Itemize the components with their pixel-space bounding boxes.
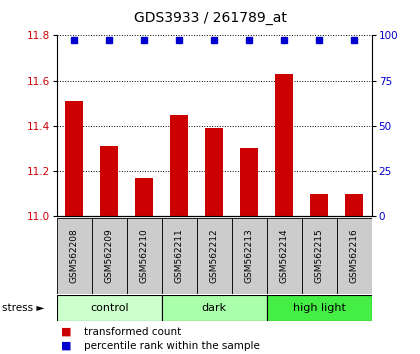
Bar: [100, 146, 118, 216]
Bar: [302, 218, 337, 294]
Bar: [310, 194, 328, 216]
Bar: [337, 218, 372, 294]
Bar: [267, 218, 302, 294]
Bar: [162, 295, 267, 321]
Text: percentile rank within the sample: percentile rank within the sample: [84, 341, 260, 351]
Bar: [92, 218, 127, 294]
Text: transformed count: transformed count: [84, 327, 181, 337]
Bar: [171, 115, 188, 216]
Bar: [57, 295, 162, 321]
Text: GSM562212: GSM562212: [210, 228, 219, 283]
Bar: [232, 218, 267, 294]
Text: GSM562214: GSM562214: [280, 228, 289, 283]
Bar: [136, 178, 153, 216]
Text: GSM562208: GSM562208: [70, 228, 79, 283]
Bar: [57, 218, 92, 294]
Text: control: control: [90, 303, 129, 313]
Bar: [127, 218, 162, 294]
Bar: [346, 194, 363, 216]
Bar: [162, 218, 197, 294]
Text: GSM562210: GSM562210: [140, 228, 149, 283]
Text: GSM562216: GSM562216: [350, 228, 359, 283]
Text: dark: dark: [202, 303, 227, 313]
Bar: [241, 148, 258, 216]
Text: GDS3933 / 261789_at: GDS3933 / 261789_at: [134, 11, 286, 25]
Text: high light: high light: [293, 303, 346, 313]
Bar: [197, 218, 232, 294]
Bar: [205, 128, 223, 216]
Bar: [267, 295, 372, 321]
Text: GSM562211: GSM562211: [175, 228, 184, 283]
Text: GSM562215: GSM562215: [315, 228, 324, 283]
Text: GSM562213: GSM562213: [245, 228, 254, 283]
Bar: [66, 101, 83, 216]
Text: GSM562209: GSM562209: [105, 228, 114, 283]
Text: ■: ■: [61, 327, 71, 337]
Text: stress ►: stress ►: [2, 303, 45, 313]
Bar: [276, 74, 293, 216]
Text: ■: ■: [61, 341, 71, 351]
